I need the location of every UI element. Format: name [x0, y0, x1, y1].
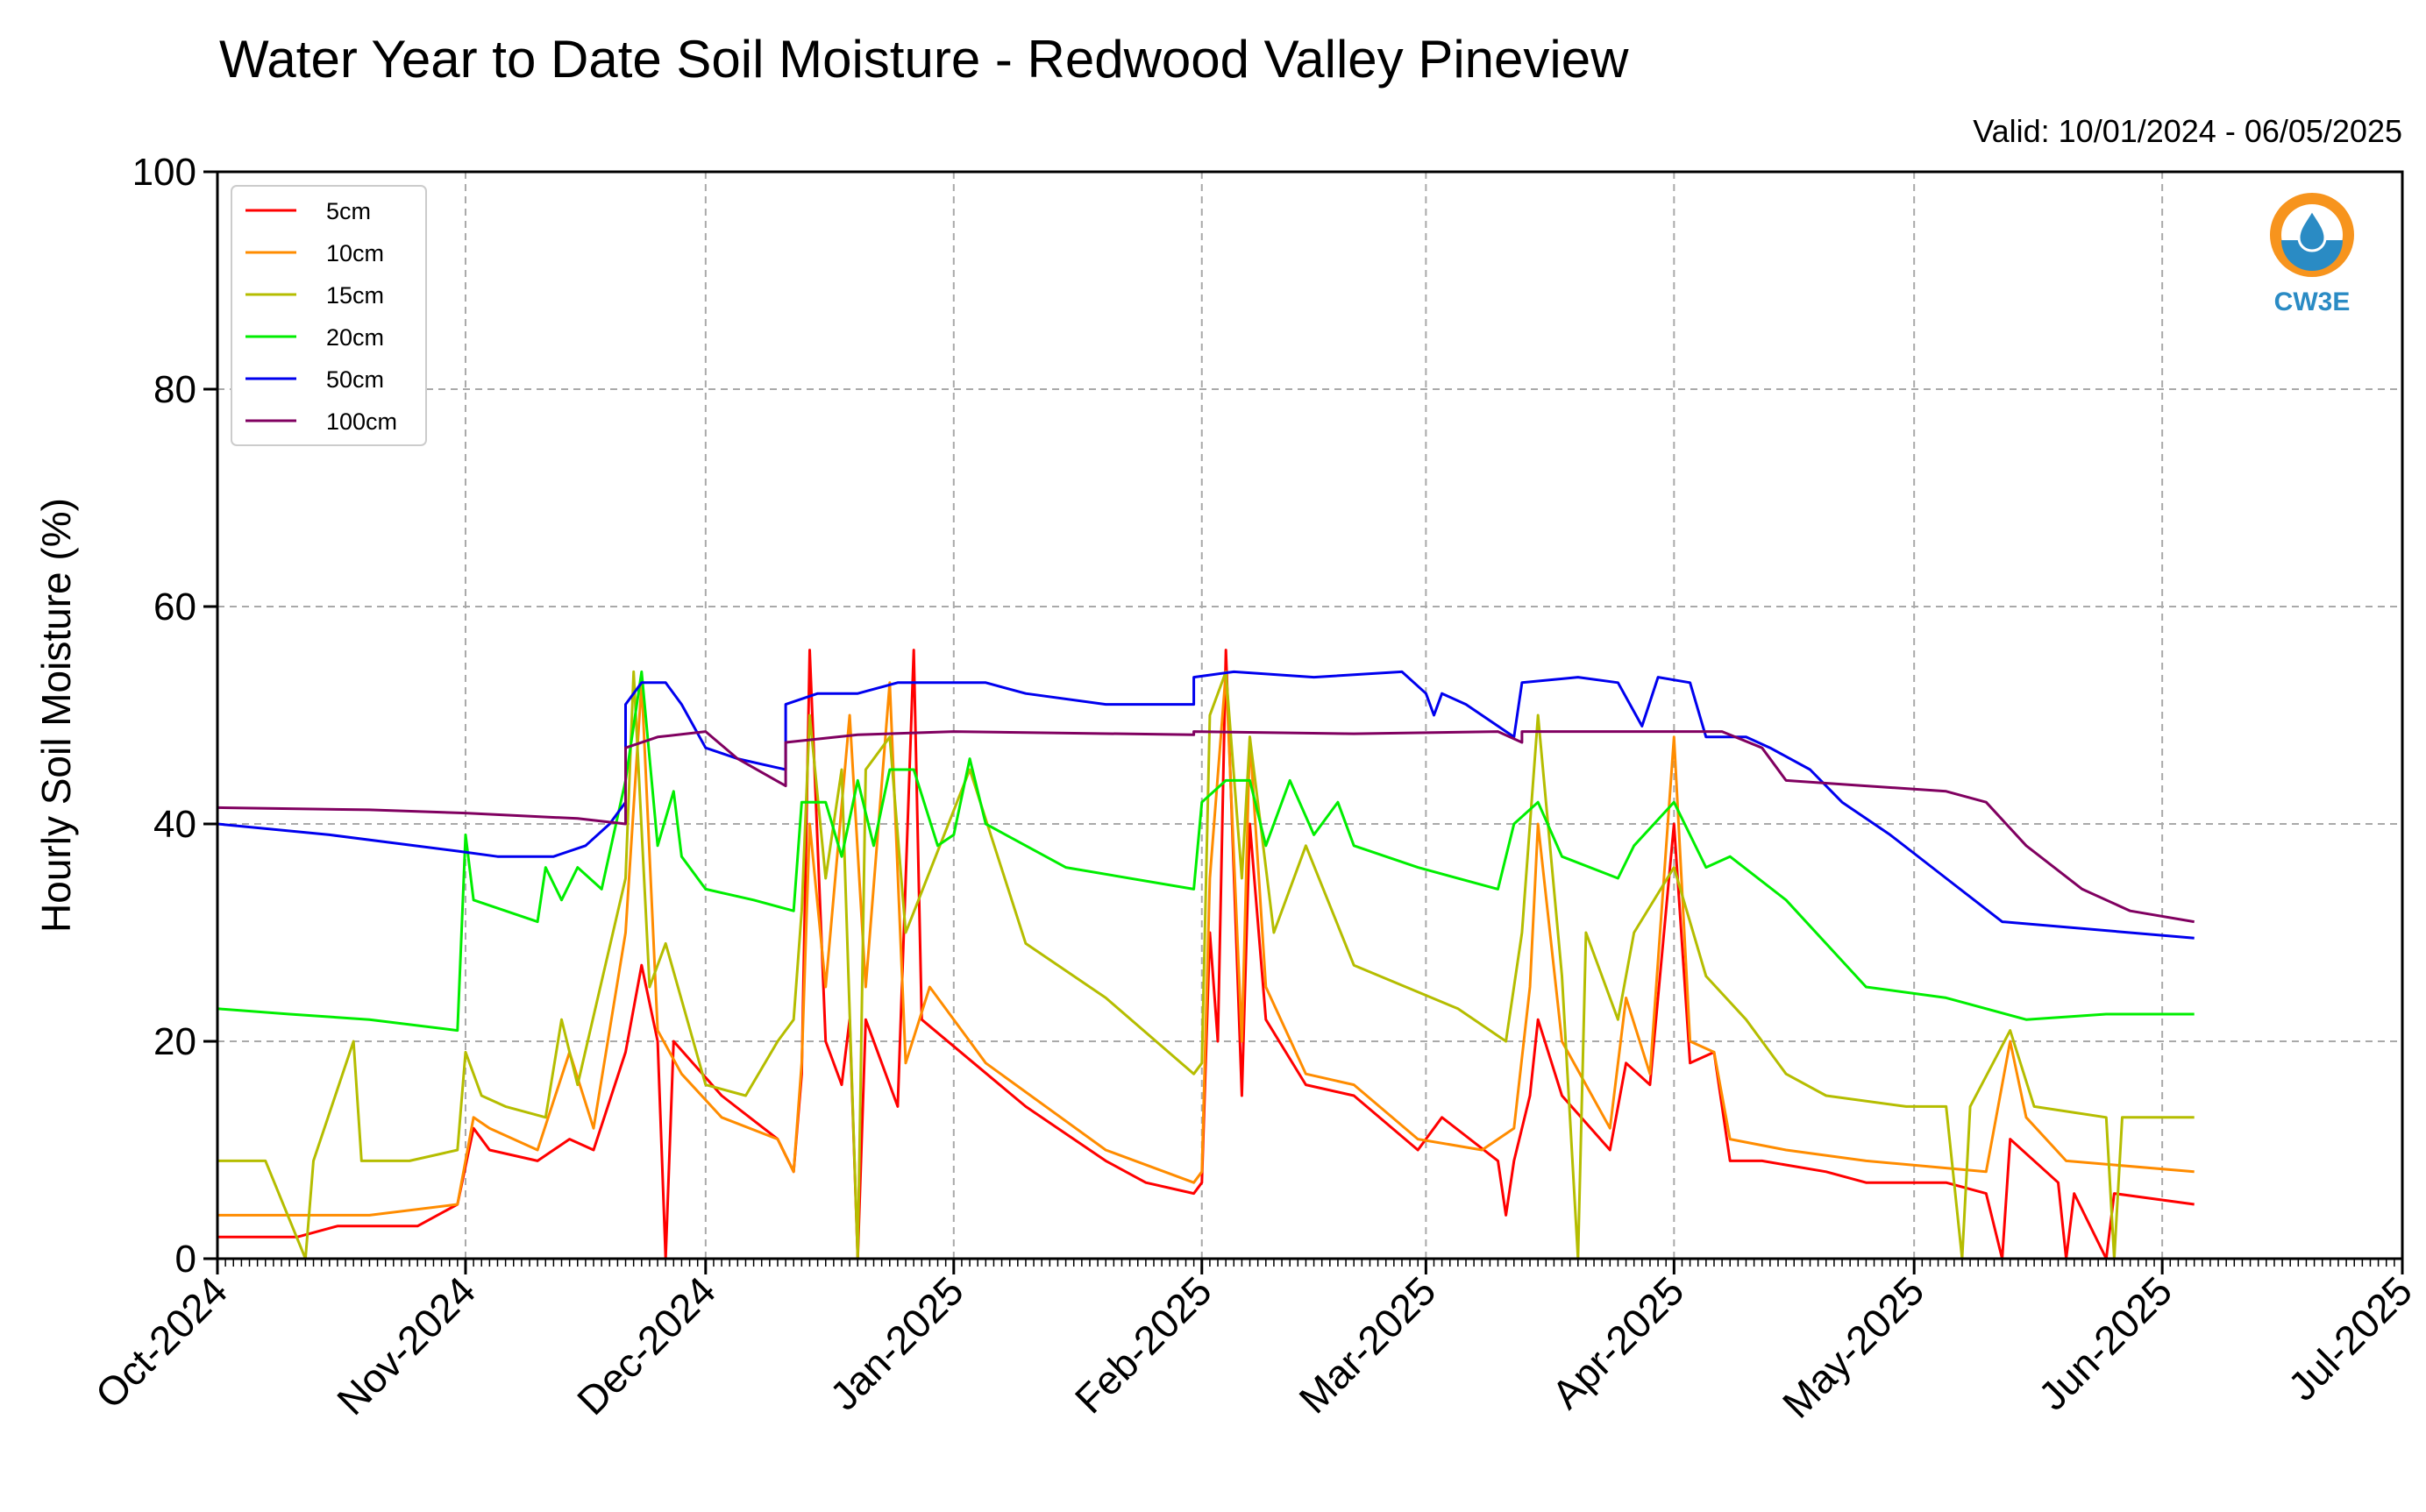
series-line-50cm	[217, 670, 2195, 940]
y-tick-label: 0	[175, 1238, 196, 1281]
legend: 5cm 10cm 15cm 20cm 50cm 100cm	[231, 185, 427, 446]
y-axis-label: Hourly Soil Moisture (%)	[33, 498, 79, 933]
y-tick-label: 100	[132, 151, 196, 194]
legend-label: 10cm	[326, 240, 384, 266]
series-line-10cm	[217, 670, 2195, 1217]
chart-title: Water Year to Date Soil Moisture - Redwo…	[219, 30, 1629, 89]
legend-label: 15cm	[326, 282, 384, 309]
y-tick-label: 80	[153, 368, 196, 411]
logo-waves	[2281, 240, 2343, 271]
legend-label: 20cm	[326, 324, 384, 351]
y-tick-label: 60	[153, 586, 196, 628]
chart-subtitle: Valid: 10/01/2024 - 06/05/2025	[1973, 113, 2402, 149]
series-lines	[217, 649, 2195, 1260]
legend-label: 50cm	[326, 366, 384, 393]
legend-box	[231, 185, 427, 446]
plot-frame	[216, 170, 2404, 1260]
y-axis: 0 20 40 60 80 100	[132, 151, 217, 1281]
legend-label: 100cm	[326, 408, 397, 435]
y-tick-label: 20	[153, 1020, 196, 1063]
cw3e-logo: CW3E	[2270, 193, 2354, 316]
series-line-100cm	[217, 730, 2195, 924]
series-line-20cm	[217, 670, 2195, 1033]
y-tick-label: 40	[153, 803, 196, 846]
legend-label: 5cm	[326, 198, 371, 224]
series-line-15cm	[217, 670, 2195, 1260]
water-drop-icon	[2297, 208, 2327, 252]
logo-text: CW3E	[2274, 287, 2351, 316]
series-line-5cm	[217, 649, 2195, 1260]
